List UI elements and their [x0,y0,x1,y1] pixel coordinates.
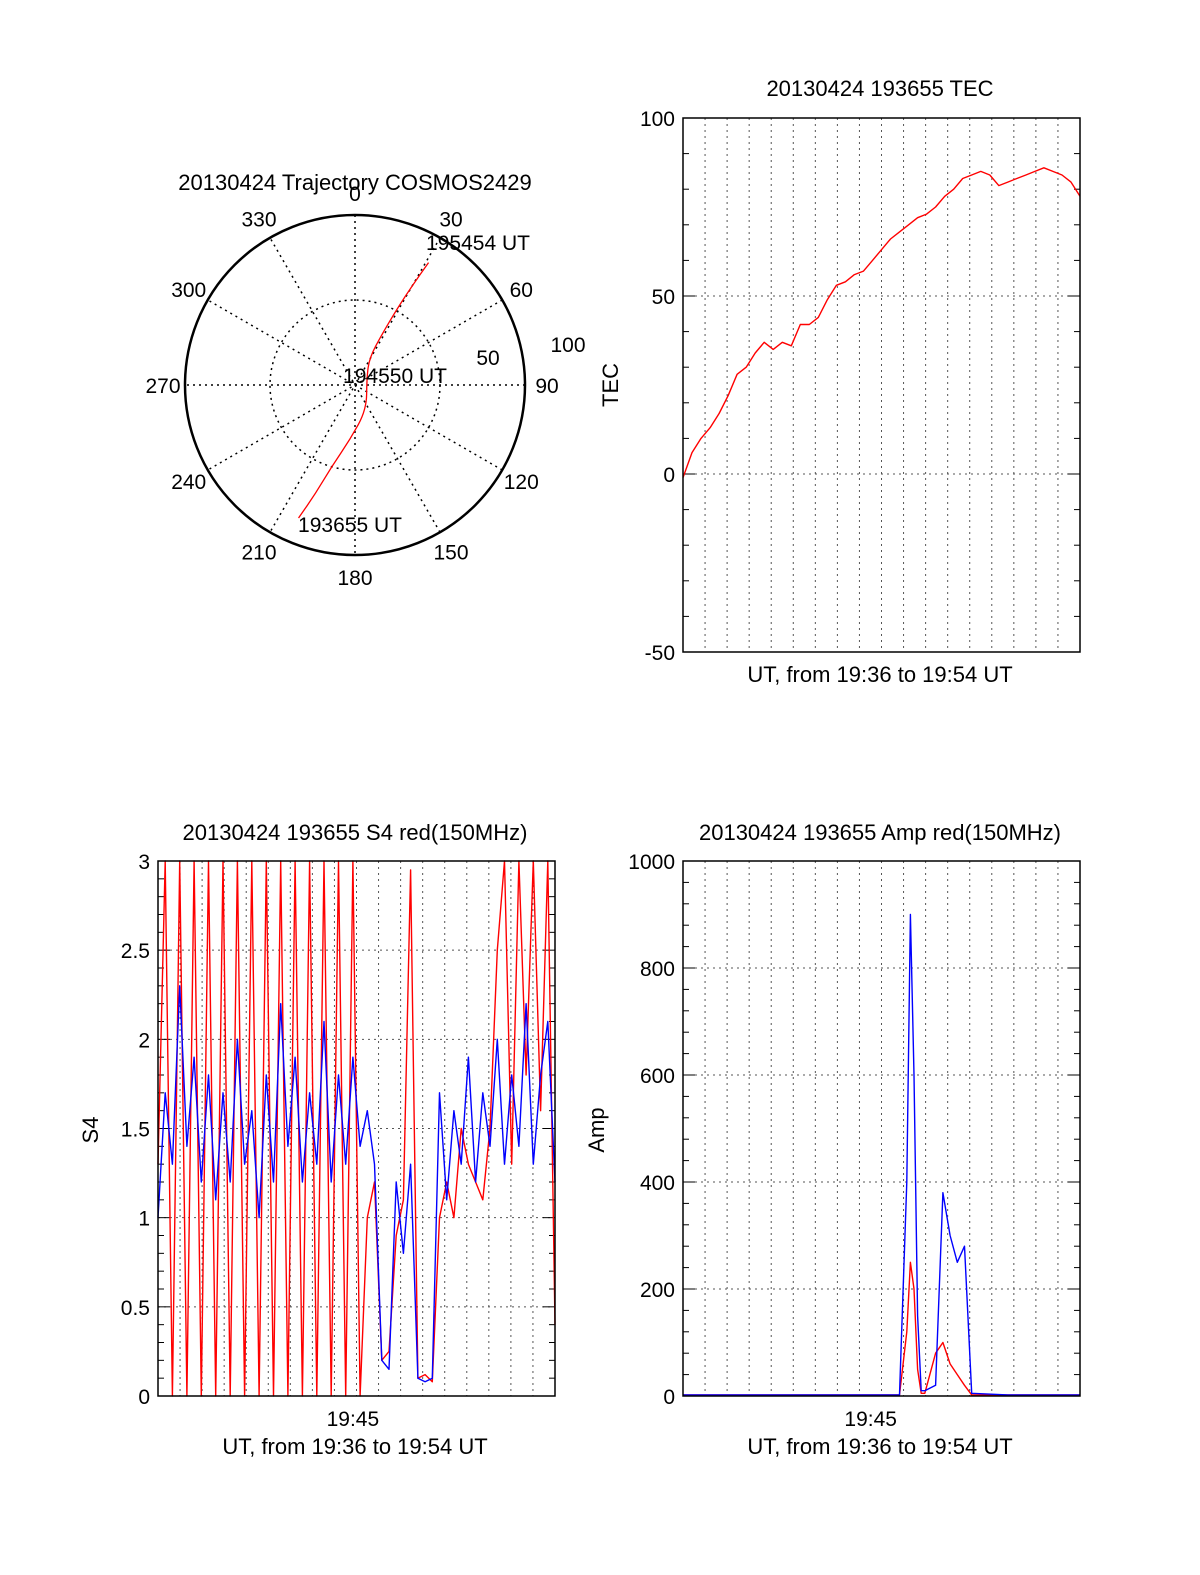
panel-polar: 20130424 Trajectory COSMOS2429 0 30 60 90 12… [145,170,585,590]
polar-azimuth-label: 0 [349,183,361,206]
series-line-blue [157,985,556,1383]
polar-plot: 0 30 60 90 120 150 180 210 240 270 300 330 50 100 1954… [145,183,585,590]
polar-azimuth-label: 270 [145,375,180,398]
s4-ylabel: S4 [78,1117,103,1144]
y-tick-label: 1.5 [121,1119,150,1142]
polar-azimuth-label: 210 [241,541,276,564]
x-tick-label: 19:45 [327,1408,380,1431]
tec-plot: -50 0 50 100 [640,108,1081,665]
polar-azimuth-label: 150 [433,541,468,564]
polar-azimuth-label: 240 [171,471,206,494]
y-tick-label: 400 [640,1172,675,1195]
amp-plot: 0 200 400 600 800 1000 19:45 [628,851,1081,1431]
polar-annotation: 194550 UT [343,365,447,388]
polar-azimuth-label: 120 [504,471,539,494]
y-tick-label: 1 [138,1208,150,1231]
polar-azimuth-label: 330 [241,209,276,232]
tec-ylabel: TEC [598,363,623,407]
y-tick-label: 600 [640,1065,675,1088]
polar-azimuth-label: 60 [510,279,533,302]
y-tick-label: 0.5 [121,1297,150,1320]
polar-azimuth-label: 90 [535,375,558,398]
x-tick-label: 19:45 [844,1408,897,1431]
polar-trajectory-line [298,262,430,519]
amp-ylabel: Amp [584,1107,609,1152]
tec-xlabel: UT, from 19:36 to 19:54 UT [747,662,1012,687]
y-tick-label: 0 [663,1386,675,1409]
polar-title: 20130424 Trajectory COSMOS2429 [178,170,531,195]
y-tick-label: 0 [663,464,675,487]
y-tick-label: 3 [138,851,150,874]
panel-s4: 20130424 193655 S4 red(150MHz) UT, from … [78,820,556,1459]
series-line-blue [683,913,1080,1396]
amp-title: 20130424 193655 Amp red(150MHz) [699,820,1061,845]
panel-tec: 20130424 193655 TEC UT, from 19:36 to 19… [598,76,1081,687]
polar-annotation: 195454 UT [426,232,530,255]
y-tick-label: 1000 [628,851,675,874]
tec-title: 20130424 193655 TEC [766,76,993,101]
s4-xlabel: UT, from 19:36 to 19:54 UT [222,1434,487,1459]
y-tick-label: 200 [640,1279,675,1302]
y-tick-label: 2 [138,1029,150,1052]
polar-spoke [269,237,441,533]
polar-outer-ring [183,213,527,557]
y-tick-label: 800 [640,958,675,981]
amp-xlabel: UT, from 19:36 to 19:54 UT [747,1434,1012,1459]
polar-radial-label: 50 [476,347,499,370]
y-tick-label: -50 [645,642,675,665]
plot-frame [157,860,556,1397]
polar-radial-label: 100 [550,334,585,357]
y-tick-label: 0 [138,1386,150,1409]
polar-annotation: 193655 UT [298,514,402,537]
polar-azimuth-label: 180 [337,567,372,590]
panel-amp: 20130424 193655 Amp red(150MHz) UT, from… [584,820,1081,1459]
plot-frame [682,860,1081,1397]
plot-frame [682,117,1081,653]
polar-azimuth-label: 30 [439,209,462,232]
series-line-red [682,167,1081,478]
y-tick-label: 2.5 [121,940,150,963]
polar-azimuth-label: 300 [171,279,206,302]
y-tick-label: 50 [652,286,675,309]
s4-plot: 0 0.5 1 1.5 2 2.5 3 19:45 [121,851,556,1431]
s4-title: 20130424 193655 S4 red(150MHz) [183,820,528,845]
y-tick-label: 100 [640,108,675,131]
